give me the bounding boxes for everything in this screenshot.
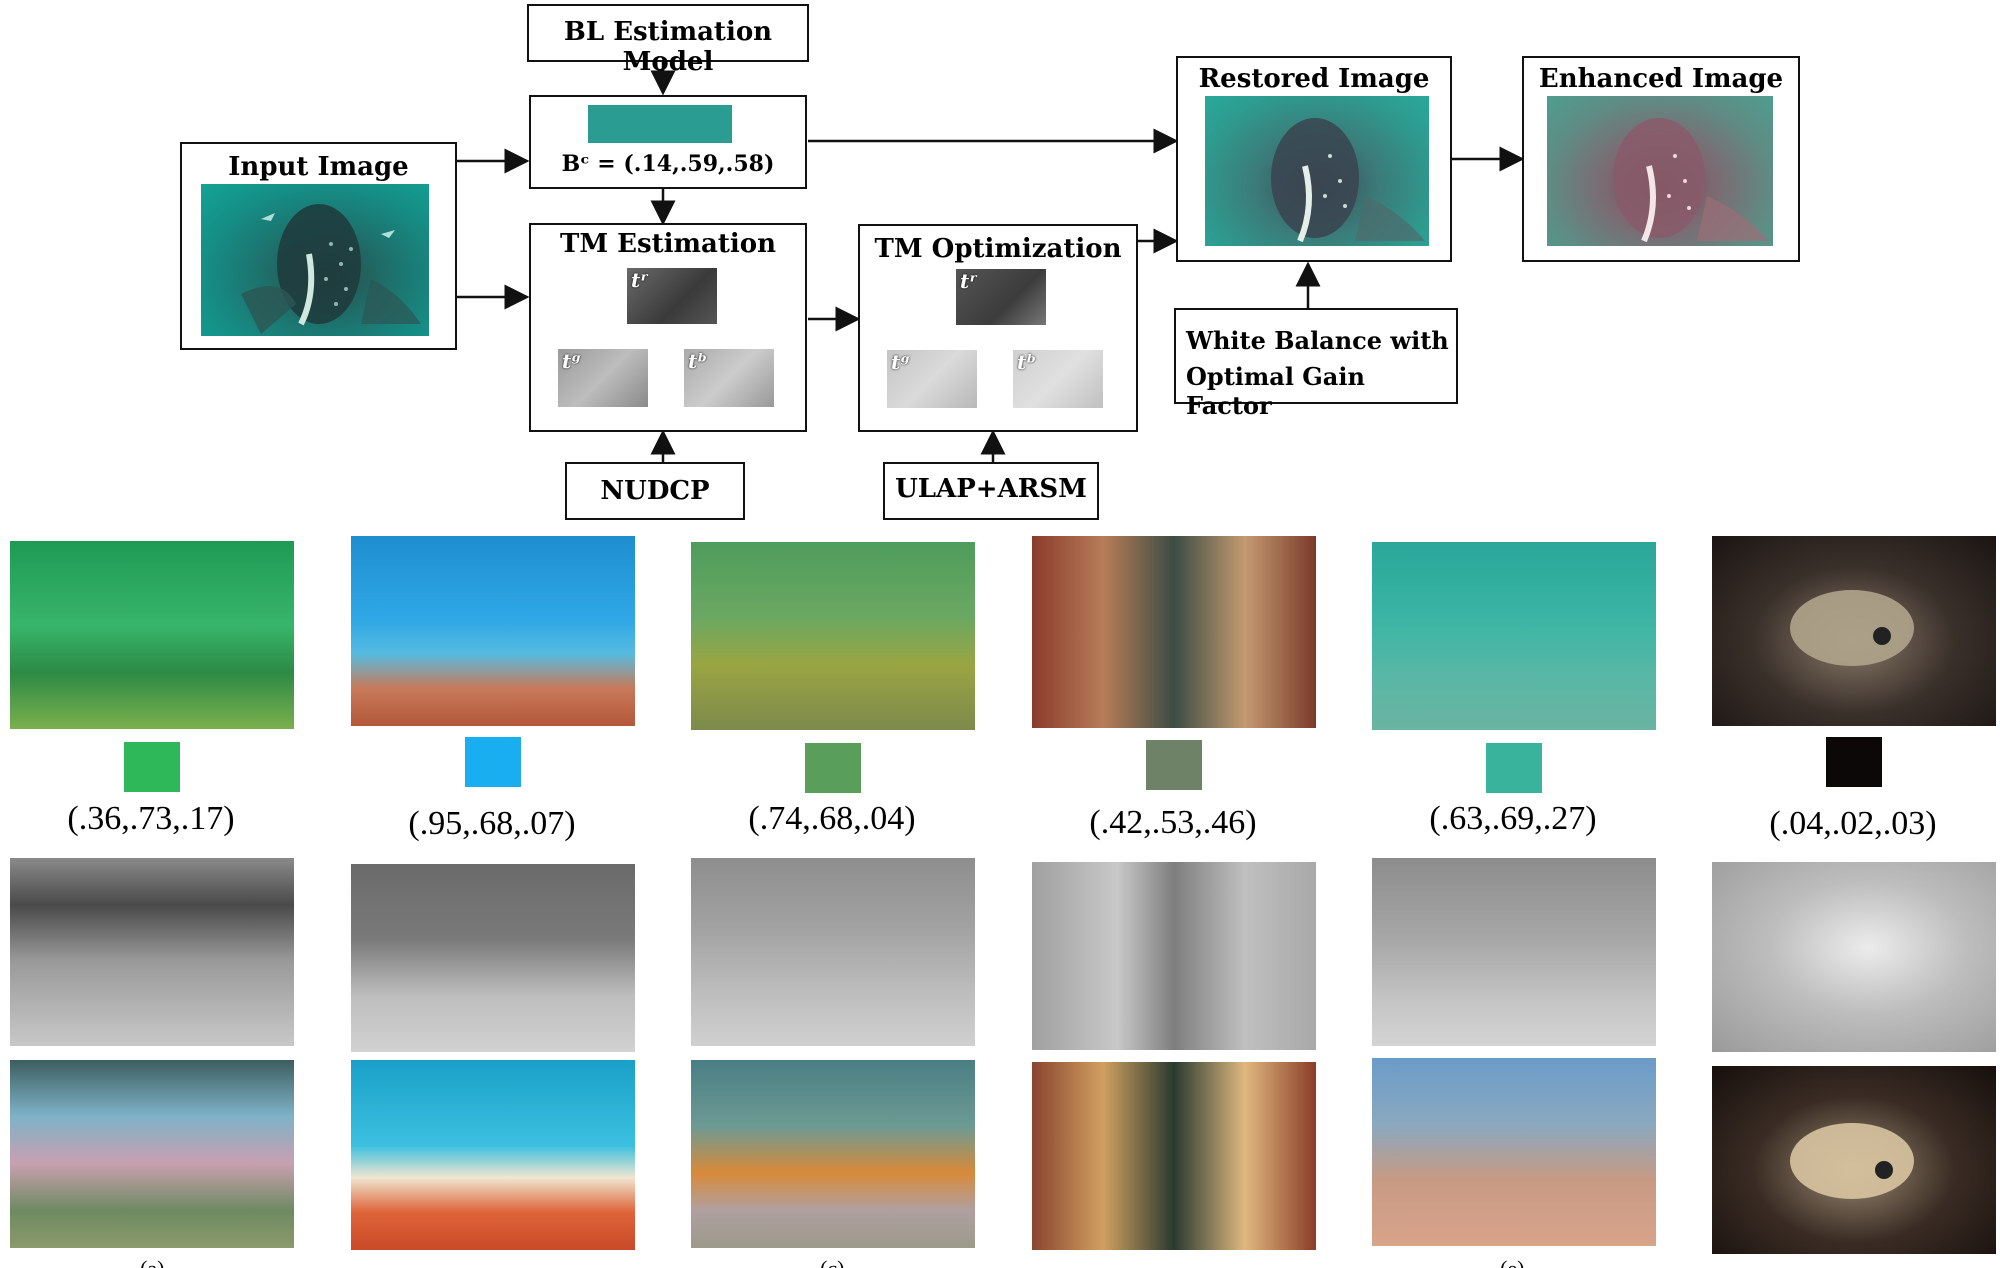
bl-result-box: Bᶜ = (.14,.59,.58): [529, 95, 807, 189]
example-6-enhanced-image: [1712, 1066, 1996, 1254]
white-balance-line1: White Balance with: [1186, 326, 1449, 355]
example-2-raw-image: [351, 536, 635, 726]
example-6-bl-value: (.04,.02,.03): [1769, 805, 1937, 842]
example-4-raw-image: [1032, 536, 1316, 728]
tm-estimation-label: TM Estimation: [559, 229, 776, 259]
tm-optimization-label: TM Optimization: [874, 234, 1122, 264]
restored-image-box: Restored Image: [1176, 56, 1452, 262]
tm-est-red-map: tʳ: [627, 268, 717, 324]
example-3-enhanced-image: [691, 1060, 975, 1248]
tm-opt-red-map: tʳ: [956, 269, 1046, 325]
ulap-arsm-label: ULAP+ARSM: [895, 474, 1087, 504]
example-4-bl-swatch: [1146, 740, 1202, 790]
subcaption-c: (c): [820, 1256, 844, 1268]
example-1-raw-image: [10, 541, 294, 729]
tm-opt-tb-label: tᵇ: [1017, 350, 1037, 374]
pipeline-arrows: [457, 52, 1525, 462]
example-3-bl-swatch: [805, 743, 861, 793]
example-4-enhanced-image: [1032, 1062, 1316, 1250]
nudcp-label: NUDCP: [600, 476, 710, 506]
example-2-bl-value: (.95,.68,.07): [408, 805, 576, 842]
tm-opt-tg-label: tᵍ: [891, 350, 911, 374]
ulap-arsm-box: ULAP+ARSM: [883, 462, 1099, 520]
input-whale-shark-image: [201, 184, 429, 336]
enhanced-image-box: Enhanced Image: [1522, 56, 1800, 262]
input-image-label: Input Image: [228, 152, 409, 182]
bl-color-swatch: [588, 105, 732, 143]
example-6-bl-swatch: [1826, 737, 1882, 787]
tm-est-green-map: tᵍ: [558, 349, 648, 407]
example-5-enhanced-image: [1372, 1058, 1656, 1246]
white-balance-line2: Optimal Gain Factor: [1186, 362, 1365, 420]
subcaption-a: (a): [140, 1256, 164, 1268]
bl-estimation-model-label: BL Estimation Model: [563, 17, 773, 77]
example-6-raw-image: [1712, 536, 1996, 726]
bl-estimation-model-box: BL Estimation Model: [527, 4, 809, 77]
bl-formula: Bᶜ = (.14,.59,.58): [561, 151, 775, 177]
example-1-transmission-map: [10, 858, 294, 1046]
example-5-transmission-map: [1372, 858, 1656, 1046]
nudcp-box: NUDCP: [565, 462, 745, 520]
tm-estimation-box: TM Estimation tʳ tᵍ tᵇ: [529, 223, 807, 432]
example-5-bl-swatch: [1486, 743, 1542, 793]
tm-est-tb-label: tᵇ: [688, 349, 708, 373]
subcaption-e: (e): [1500, 1256, 1524, 1268]
tm-opt-green-map: tᵍ: [887, 350, 977, 408]
tm-optimization-box: TM Optimization tʳ tᵍ tᵇ: [858, 224, 1138, 432]
restored-image-label: Restored Image: [1198, 64, 1430, 94]
tm-est-tr-label: tʳ: [631, 268, 649, 292]
example-4-bl-value: (.42,.53,.46): [1089, 804, 1257, 841]
enhanced-whale-shark-image: [1547, 96, 1773, 246]
example-6-transmission-map: [1712, 862, 1996, 1052]
tm-est-tg-label: tᵍ: [562, 349, 582, 373]
tm-opt-tr-label: tʳ: [960, 269, 978, 293]
example-3-transmission-map: [691, 858, 975, 1046]
example-1-bl-value: (.36,.73,.17): [67, 800, 235, 837]
example-5-raw-image: [1372, 542, 1656, 730]
tm-opt-blue-map: tᵇ: [1013, 350, 1103, 408]
example-1-enhanced-image: [10, 1060, 294, 1248]
enhanced-image-label: Enhanced Image: [1538, 64, 1784, 94]
white-balance-box: White Balance with Optimal Gain Factor: [1174, 308, 1458, 420]
example-2-transmission-map: [351, 864, 635, 1052]
example-2-bl-swatch: [465, 737, 521, 787]
example-3-bl-value: (.74,.68,.04): [748, 800, 916, 837]
example-5-bl-value: (.63,.69,.27): [1429, 800, 1597, 837]
example-3-raw-image: [691, 542, 975, 730]
input-image-box: Input Image: [180, 142, 457, 350]
example-2-enhanced-image: [351, 1060, 635, 1250]
tm-est-blue-map: tᵇ: [684, 349, 774, 407]
restored-whale-shark-image: [1205, 96, 1429, 246]
example-4-transmission-map: [1032, 862, 1316, 1050]
example-1-bl-swatch: [124, 742, 180, 792]
